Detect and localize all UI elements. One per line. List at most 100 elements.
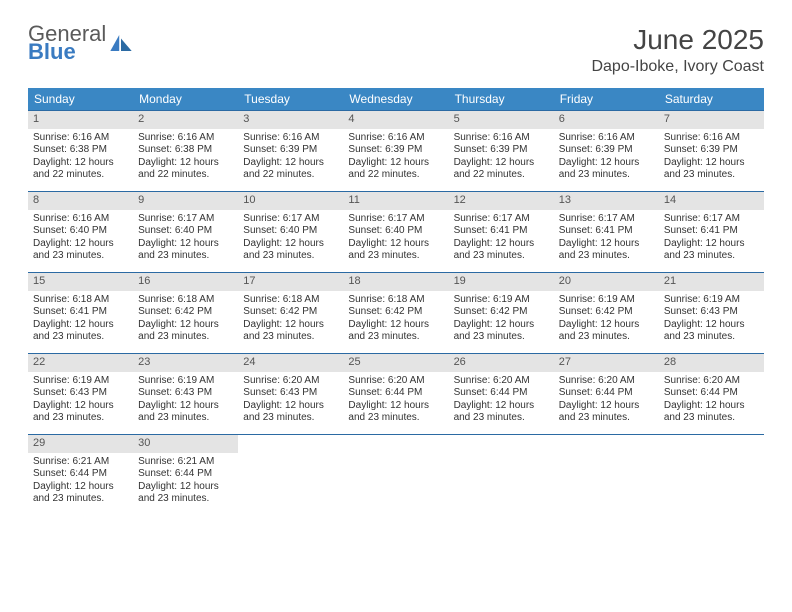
dow-wednesday: Wednesday	[343, 88, 448, 110]
daylight-line: Daylight: 12 hours and 23 minutes.	[138, 400, 233, 425]
day-body: Sunrise: 6:19 AMSunset: 6:42 PMDaylight:…	[554, 291, 659, 349]
sunset-line: Sunset: 6:39 PM	[454, 144, 549, 157]
daylight-line: Daylight: 12 hours and 23 minutes.	[138, 481, 233, 506]
day-body: Sunrise: 6:20 AMSunset: 6:44 PMDaylight:…	[449, 372, 554, 430]
sunset-line: Sunset: 6:43 PM	[243, 387, 338, 400]
daylight-line: Daylight: 12 hours and 23 minutes.	[138, 319, 233, 344]
logo-text-block: General Blue	[28, 24, 106, 62]
sunrise-line: Sunrise: 6:16 AM	[454, 132, 549, 145]
day-body: Sunrise: 6:17 AMSunset: 6:41 PMDaylight:…	[449, 210, 554, 268]
day-number: 5	[449, 111, 554, 129]
day-number: 6	[554, 111, 659, 129]
sunset-line: Sunset: 6:39 PM	[348, 144, 443, 157]
day-body: Sunrise: 6:21 AMSunset: 6:44 PMDaylight:…	[28, 453, 133, 511]
day-cell: 2Sunrise: 6:16 AMSunset: 6:38 PMDaylight…	[133, 111, 238, 191]
daylight-line: Daylight: 12 hours and 23 minutes.	[559, 157, 654, 182]
daylight-line: Daylight: 12 hours and 23 minutes.	[454, 400, 549, 425]
sunset-line: Sunset: 6:42 PM	[138, 306, 233, 319]
sunrise-line: Sunrise: 6:18 AM	[33, 294, 128, 307]
dow-sunday: Sunday	[28, 88, 133, 110]
daylight-line: Daylight: 12 hours and 23 minutes.	[348, 319, 443, 344]
day-cell: 4Sunrise: 6:16 AMSunset: 6:39 PMDaylight…	[343, 111, 448, 191]
sunset-line: Sunset: 6:40 PM	[138, 225, 233, 238]
calendar-week: 29Sunrise: 6:21 AMSunset: 6:44 PMDayligh…	[28, 434, 764, 515]
day-body: Sunrise: 6:20 AMSunset: 6:43 PMDaylight:…	[238, 372, 343, 430]
daylight-line: Daylight: 12 hours and 23 minutes.	[348, 400, 443, 425]
day-body: Sunrise: 6:19 AMSunset: 6:42 PMDaylight:…	[449, 291, 554, 349]
day-cell: 0	[238, 435, 343, 515]
day-number: 29	[28, 435, 133, 453]
day-cell: 0	[343, 435, 448, 515]
day-body: Sunrise: 6:16 AMSunset: 6:38 PMDaylight:…	[28, 129, 133, 187]
day-body: Sunrise: 6:20 AMSunset: 6:44 PMDaylight:…	[659, 372, 764, 430]
sunset-line: Sunset: 6:44 PM	[559, 387, 654, 400]
day-body: Sunrise: 6:16 AMSunset: 6:39 PMDaylight:…	[659, 129, 764, 187]
daylight-line: Daylight: 12 hours and 23 minutes.	[243, 400, 338, 425]
daylight-line: Daylight: 12 hours and 23 minutes.	[664, 400, 759, 425]
daylight-line: Daylight: 12 hours and 23 minutes.	[559, 238, 654, 263]
day-body: Sunrise: 6:20 AMSunset: 6:44 PMDaylight:…	[343, 372, 448, 430]
day-number: 11	[343, 192, 448, 210]
day-number: 22	[28, 354, 133, 372]
day-cell: 27 Sunrise: 6:20 AMSunset: 6:44 PMDayligh…	[554, 354, 659, 434]
day-body: Sunrise: 6:18 AMSunset: 6:41 PMDaylight:…	[28, 291, 133, 349]
day-body: Sunrise: 6:19 AMSunset: 6:43 PMDaylight:…	[28, 372, 133, 430]
day-body: Sunrise: 6:16 AMSunset: 6:40 PMDaylight:…	[28, 210, 133, 268]
day-cell: 20Sunrise: 6:19 AMSunset: 6:42 PMDayligh…	[554, 273, 659, 353]
sunrise-line: Sunrise: 6:17 AM	[243, 213, 338, 226]
day-number: 12	[449, 192, 554, 210]
day-cell: 13Sunrise: 6:17 AMSunset: 6:41 PMDayligh…	[554, 192, 659, 272]
day-cell: 3Sunrise: 6:16 AMSunset: 6:39 PMDaylight…	[238, 111, 343, 191]
day-number: 19	[449, 273, 554, 291]
day-number: 9	[133, 192, 238, 210]
sunrise-line: Sunrise: 6:17 AM	[454, 213, 549, 226]
sunrise-line: Sunrise: 6:20 AM	[559, 375, 654, 388]
day-body: Sunrise: 6:17 AMSunset: 6:40 PMDaylight:…	[133, 210, 238, 268]
daylight-line: Daylight: 12 hours and 22 minutes.	[243, 157, 338, 182]
sunset-line: Sunset: 6:41 PM	[454, 225, 549, 238]
sunset-line: Sunset: 6:44 PM	[348, 387, 443, 400]
day-body: Sunrise: 6:17 AMSunset: 6:40 PMDaylight:…	[238, 210, 343, 268]
day-cell: 19Sunrise: 6:19 AMSunset: 6:42 PMDayligh…	[449, 273, 554, 353]
sunset-line: Sunset: 6:40 PM	[348, 225, 443, 238]
sunset-line: Sunset: 6:43 PM	[33, 387, 128, 400]
month-title: June 2025	[591, 24, 764, 56]
sunset-line: Sunset: 6:43 PM	[138, 387, 233, 400]
dow-friday: Friday	[554, 88, 659, 110]
title-block: June 2025 Dapo-Iboke, Ivory Coast	[591, 24, 764, 76]
daylight-line: Daylight: 12 hours and 23 minutes.	[559, 400, 654, 425]
day-cell: 0	[554, 435, 659, 515]
sunrise-line: Sunrise: 6:21 AM	[33, 456, 128, 469]
sunrise-line: Sunrise: 6:16 AM	[138, 132, 233, 145]
day-body: Sunrise: 6:18 AMSunset: 6:42 PMDaylight:…	[238, 291, 343, 349]
dow-tuesday: Tuesday	[238, 88, 343, 110]
sunrise-line: Sunrise: 6:17 AM	[348, 213, 443, 226]
sunset-line: Sunset: 6:38 PM	[33, 144, 128, 157]
day-cell: 0	[659, 435, 764, 515]
day-cell: 1Sunrise: 6:16 AMSunset: 6:38 PMDaylight…	[28, 111, 133, 191]
daylight-line: Daylight: 12 hours and 23 minutes.	[454, 238, 549, 263]
day-number: 27	[554, 354, 659, 372]
sunset-line: Sunset: 6:38 PM	[138, 144, 233, 157]
location-label: Dapo-Iboke, Ivory Coast	[591, 58, 764, 76]
day-cell: 15Sunrise: 6:18 AMSunset: 6:41 PMDayligh…	[28, 273, 133, 353]
header: General Blue June 2025 Dapo-Iboke, Ivory…	[0, 0, 792, 84]
sunrise-line: Sunrise: 6:16 AM	[348, 132, 443, 145]
day-cell: 12Sunrise: 6:17 AMSunset: 6:41 PMDayligh…	[449, 192, 554, 272]
day-number: 7	[659, 111, 764, 129]
day-cell: 30Sunrise: 6:21 AMSunset: 6:44 PMDayligh…	[133, 435, 238, 515]
day-cell: 14Sunrise: 6:17 AMSunset: 6:41 PMDayligh…	[659, 192, 764, 272]
day-number: 20	[554, 273, 659, 291]
day-body: Sunrise: 6:21 AMSunset: 6:44 PMDaylight:…	[133, 453, 238, 511]
sunset-line: Sunset: 6:40 PM	[243, 225, 338, 238]
day-body: Sunrise: 6:17 AMSunset: 6:40 PMDaylight:…	[343, 210, 448, 268]
day-cell: 18Sunrise: 6:18 AMSunset: 6:42 PMDayligh…	[343, 273, 448, 353]
day-number: 28	[659, 354, 764, 372]
day-cell: 16Sunrise: 6:18 AMSunset: 6:42 PMDayligh…	[133, 273, 238, 353]
sunset-line: Sunset: 6:42 PM	[348, 306, 443, 319]
calendar-weeks: 1Sunrise: 6:16 AMSunset: 6:38 PMDaylight…	[28, 110, 764, 515]
sunrise-line: Sunrise: 6:19 AM	[33, 375, 128, 388]
day-number: 24	[238, 354, 343, 372]
day-body: Sunrise: 6:16 AMSunset: 6:39 PMDaylight:…	[343, 129, 448, 187]
day-cell: 11Sunrise: 6:17 AMSunset: 6:40 PMDayligh…	[343, 192, 448, 272]
